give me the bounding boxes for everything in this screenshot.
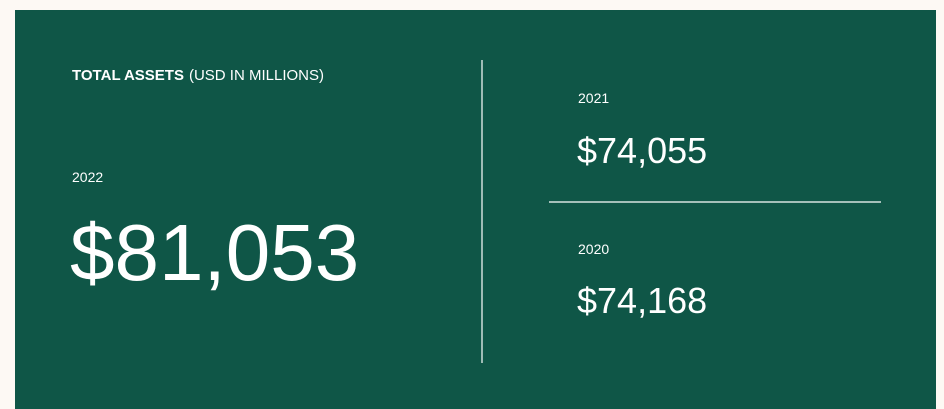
value: $74,168 xyxy=(577,280,707,321)
value: $74,055 xyxy=(577,130,707,171)
main-value: $81,053 xyxy=(70,208,359,297)
title-bold: TOTAL ASSETS xyxy=(72,67,184,84)
section-title: TOTAL ASSETS (USD IN MILLIONS) xyxy=(72,67,324,84)
panel xyxy=(15,10,936,409)
year-label: 2020 xyxy=(578,241,609,257)
year-label: 2021 xyxy=(578,90,609,106)
title-rest: (USD IN MILLIONS) xyxy=(189,67,324,84)
year-label: 2022 xyxy=(72,169,103,185)
